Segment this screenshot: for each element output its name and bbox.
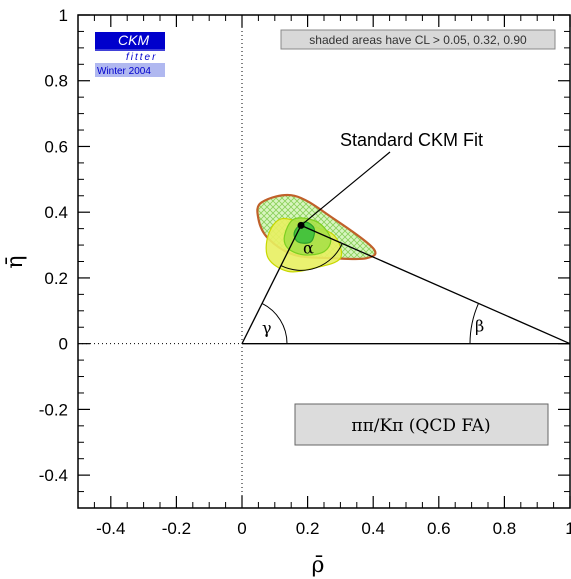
x-tick-label: 0.2 [296, 519, 320, 538]
beta-label: β [475, 317, 484, 336]
fit-point [297, 221, 305, 229]
y-tick-label: 0.8 [44, 72, 68, 91]
x-axis-title: ρ̄ [312, 553, 325, 578]
gamma-label: γ [262, 319, 272, 338]
ckmfitter-logo: CKM fitter Winter 2004 [95, 32, 165, 77]
x-tick-label: 0.4 [361, 519, 385, 538]
y-tick-label: 0.2 [44, 269, 68, 288]
method-box-bg [294, 403, 549, 446]
logo-date-badge [95, 63, 165, 77]
y-tick-label: -0.2 [39, 400, 68, 419]
triangle-right-side [300, 224, 570, 345]
alpha-arc [280, 243, 343, 271]
x-tick-label: 0.8 [493, 519, 517, 538]
method-box: ππ/Kπ (QCD FA) [294, 403, 549, 446]
fit-label: Standard CKM Fit [340, 130, 483, 150]
method-label: ππ/Kπ (QCD FA) [351, 416, 490, 436]
y-tick-label: -0.4 [39, 466, 68, 485]
y-tick-label: 0.4 [44, 203, 68, 222]
y-tick-label: 0.6 [44, 137, 68, 156]
x-tick-label: 0.6 [427, 519, 451, 538]
cl-note: shaded areas have CL > 0.05, 0.32, 0.90 [280, 29, 556, 50]
alpha-label: α [303, 238, 314, 257]
cl-note-box [280, 29, 556, 50]
y-axis-title: η̄ [3, 255, 28, 268]
beta-arc [469, 303, 479, 344]
logo-title: CKM [118, 32, 149, 48]
triangle-left-side [241, 225, 302, 344]
fit-leader-line [300, 151, 391, 226]
cl-note-text: shaded areas have CL > 0.05, 0.32, 0.90 [309, 33, 527, 47]
y-tick-label: 0 [59, 335, 68, 354]
x-tick-label: 1 [565, 519, 571, 538]
y-tick-label: 1 [59, 6, 68, 25]
gamma-arc [261, 302, 288, 344]
logo-date: Winter 2004 [97, 66, 151, 77]
x-tick-label: 0 [237, 519, 246, 538]
logo-subtitle: fitter [126, 52, 157, 63]
x-tick-label: -0.4 [96, 519, 125, 538]
logo-badge [95, 32, 165, 49]
x-tick-label: -0.2 [162, 519, 191, 538]
